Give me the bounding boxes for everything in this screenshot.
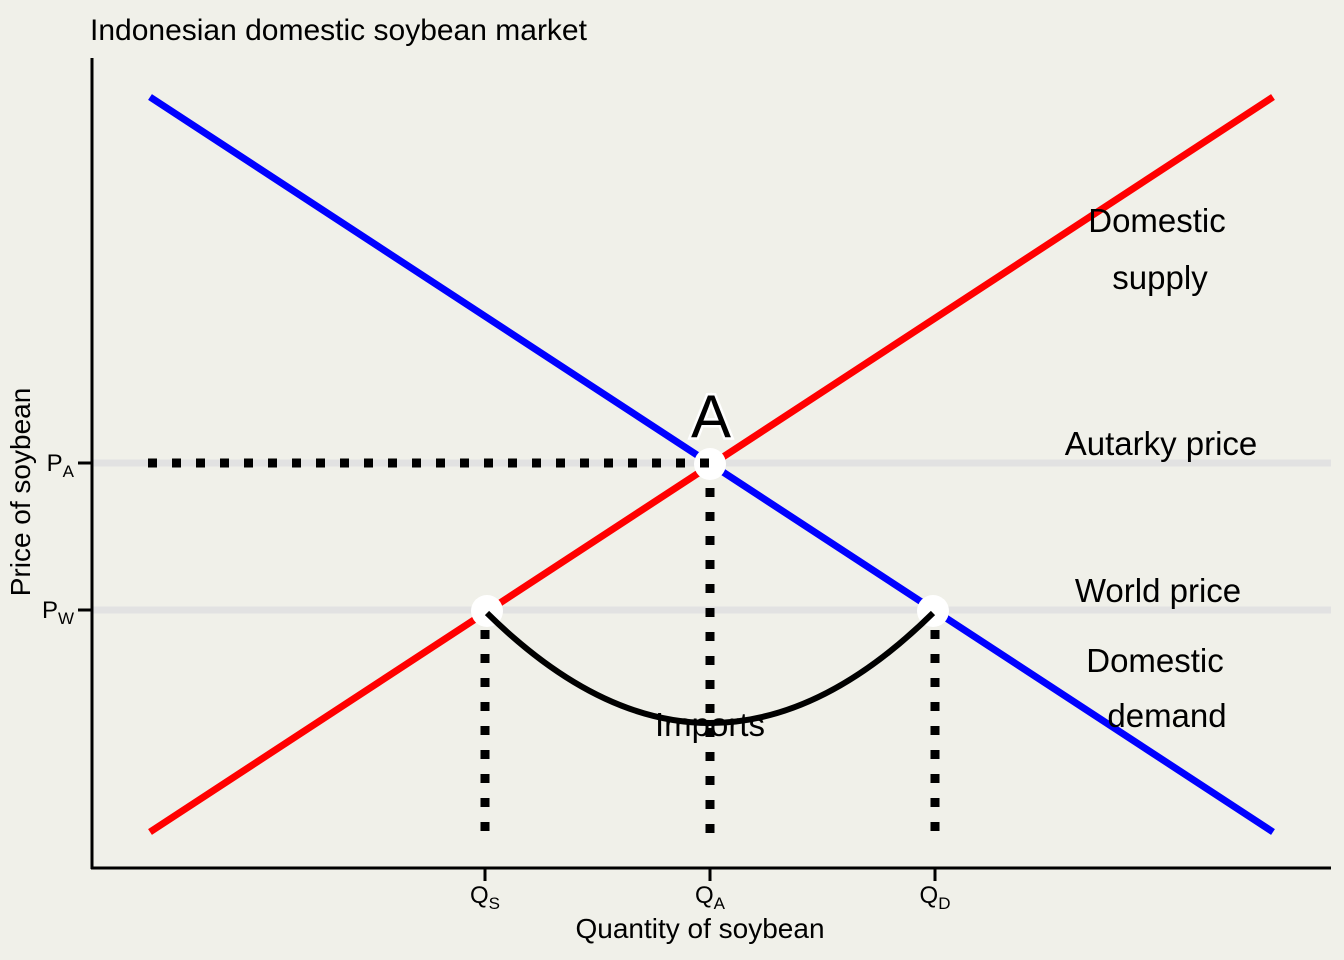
axes — [78, 58, 1331, 881]
imports-brace-curve — [484, 610, 936, 726]
x-axis-title: Quantity of soybean — [575, 913, 824, 944]
autarky-price-label: Autarky price — [1065, 425, 1258, 462]
y-axis-title: Price of soybean — [5, 388, 36, 597]
supply-curve-label-line2: supply — [1112, 259, 1208, 296]
tick-labels: PA PW QS QA QD — [42, 450, 951, 913]
x-tick-label-A: QA — [695, 882, 726, 913]
marker-autarky-equilibrium — [694, 448, 726, 480]
supply-curve-label-line1: Domestic — [1088, 202, 1226, 239]
imports-brace — [484, 610, 936, 726]
equilibrium-point-label: A — [691, 383, 731, 450]
x-tick-label-S: QS — [470, 882, 500, 913]
imports-label: Imports — [655, 706, 765, 743]
y-tick-label-A: PA — [47, 450, 75, 481]
demand-curve-label-line2: demand — [1107, 697, 1226, 734]
chart-title: Indonesian domestic soybean market — [90, 14, 588, 47]
demand-curve-label-line1: Domestic — [1086, 642, 1224, 679]
x-tick-label-D: QD — [920, 882, 951, 913]
world-price-label: World price — [1075, 572, 1241, 609]
y-tick-label-W: PW — [42, 597, 74, 628]
dotted-guides — [148, 458, 940, 836]
